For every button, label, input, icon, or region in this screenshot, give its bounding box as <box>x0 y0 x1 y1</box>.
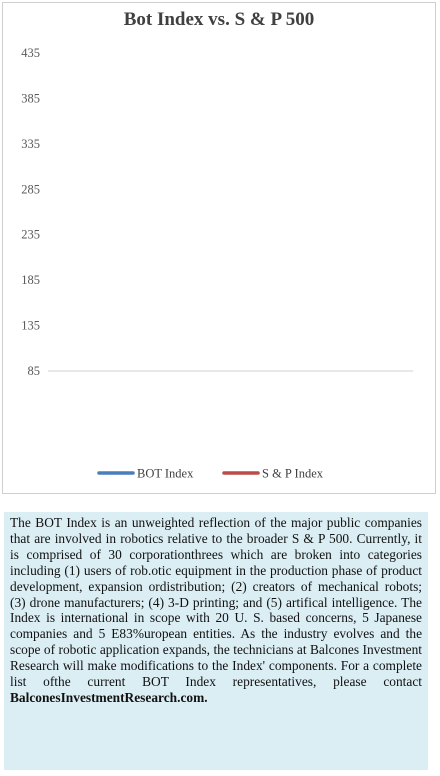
legend-label: S & P Index <box>262 467 324 481</box>
description-panel: The BOT Index is an unweighted reflectio… <box>4 512 428 770</box>
y-tick-label: 135 <box>21 319 40 333</box>
y-tick-label: 235 <box>21 228 40 242</box>
y-tick-label: 435 <box>21 46 40 60</box>
description-sentence-2: Currently, it is comprised of 30 corpora… <box>10 530 422 610</box>
description-sentence-4: As the industry evolves and the scope of… <box>10 626 423 674</box>
y-tick-label: 185 <box>21 273 40 287</box>
y-tick-label: 335 <box>21 137 40 151</box>
chart-panel: Bot Index vs. S & P 500 85 135 185 235 285 33… <box>2 2 436 494</box>
contact-website: BalconesInvestmentResearch.com. <box>10 689 208 705</box>
legend-label: BOT Index <box>137 467 194 481</box>
line-chart: 851351852352853353854351/1/20164/22/2016… <box>3 3 413 481</box>
description-sentence-1: The BOT Index is an unweighted reflectio… <box>10 515 422 546</box>
chart-title: Bot Index vs. S & P 500 <box>123 9 315 30</box>
y-tick-label: 385 <box>21 91 40 105</box>
description-sentence-5: For a complete list ofthe current BOT In… <box>10 658 422 690</box>
description-sentence-3: The Index is international in scope with… <box>10 594 422 642</box>
y-tick-label: 85 <box>28 364 41 378</box>
y-tick-label: 285 <box>21 182 40 196</box>
